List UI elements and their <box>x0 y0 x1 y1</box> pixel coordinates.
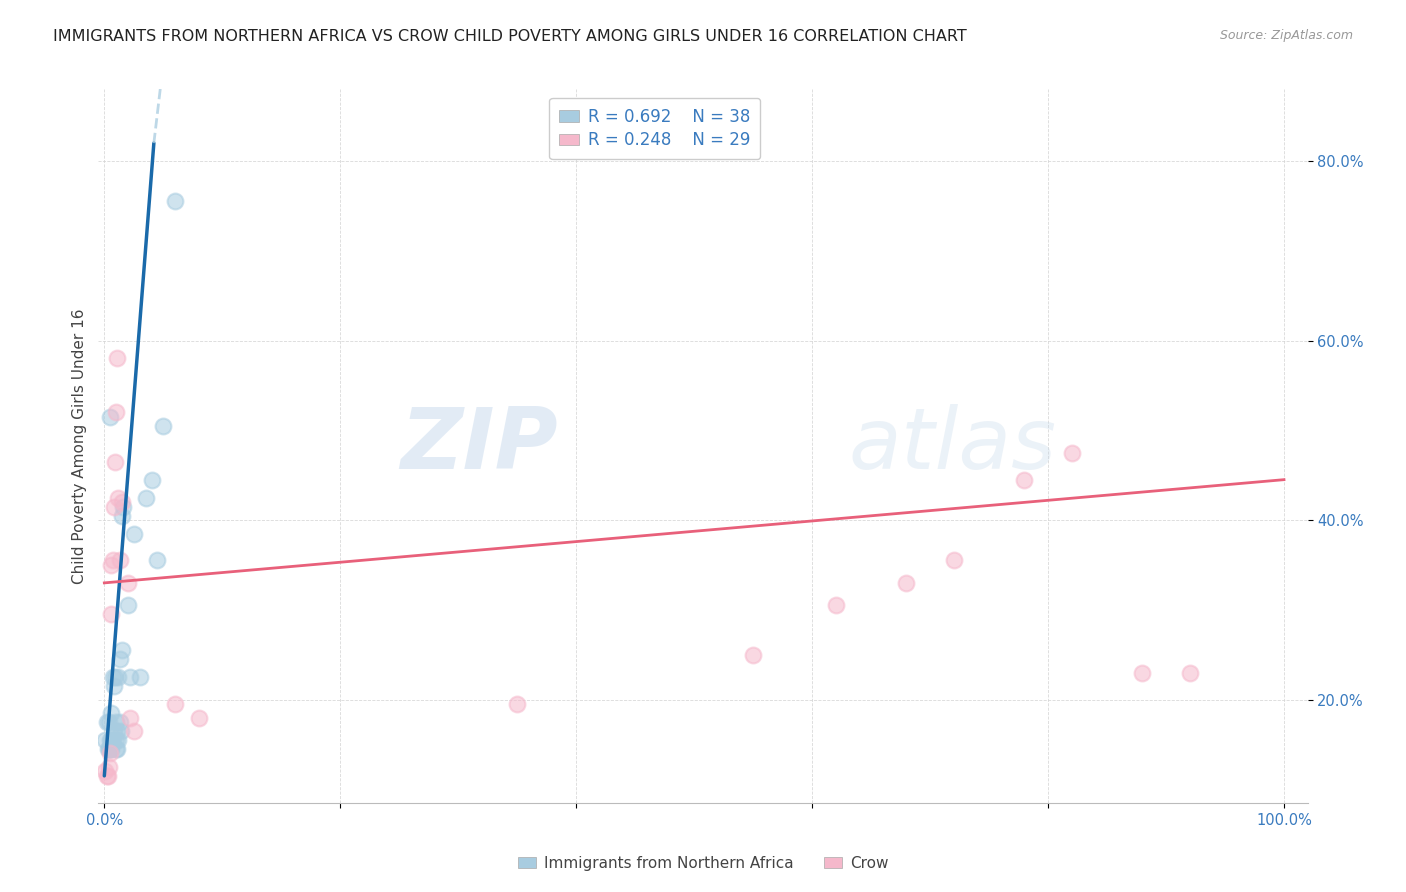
Point <box>105 351 128 366</box>
Point <box>97 769 120 783</box>
Point <box>942 553 965 567</box>
Point <box>1060 446 1083 460</box>
Point <box>94 764 117 779</box>
Point <box>107 491 129 505</box>
Point <box>104 455 127 469</box>
Point <box>111 508 134 523</box>
Point <box>97 742 120 756</box>
Text: ZIP: ZIP <box>401 404 558 488</box>
Point <box>896 575 918 590</box>
Point <box>100 742 122 756</box>
Point <box>146 553 169 567</box>
Point <box>105 714 128 729</box>
Point <box>105 723 128 738</box>
Point <box>96 769 118 783</box>
Point <box>187 710 209 724</box>
Point <box>107 733 129 747</box>
Point <box>100 706 122 720</box>
Point <box>98 714 121 729</box>
Point <box>101 733 124 747</box>
Point <box>105 405 128 419</box>
Legend: R = 0.692    N = 38, R = 0.248    N = 29: R = 0.692 N = 38, R = 0.248 N = 29 <box>550 97 761 160</box>
Point <box>117 575 139 590</box>
Point <box>98 742 121 756</box>
Point <box>98 409 121 424</box>
Point <box>824 599 846 613</box>
Point <box>94 733 117 747</box>
Point <box>108 553 131 567</box>
Point <box>111 495 134 509</box>
Point <box>100 733 122 747</box>
Text: IMMIGRANTS FROM NORTHERN AFRICA VS CROW CHILD POVERTY AMONG GIRLS UNDER 16 CORRE: IMMIGRANTS FROM NORTHERN AFRICA VS CROW … <box>53 29 967 45</box>
Point <box>98 742 121 756</box>
Text: Source: ZipAtlas.com: Source: ZipAtlas.com <box>1219 29 1353 43</box>
Point <box>165 697 187 711</box>
Point <box>104 670 127 684</box>
Point <box>103 500 125 514</box>
Point <box>152 418 174 433</box>
Point <box>1178 665 1201 680</box>
Point <box>112 500 135 514</box>
Point <box>101 553 124 567</box>
Point <box>120 710 142 724</box>
Point <box>103 723 125 738</box>
Point <box>742 648 765 662</box>
Point <box>135 491 157 505</box>
Point <box>506 697 529 711</box>
Point <box>122 526 145 541</box>
Point <box>103 679 125 693</box>
Point <box>105 742 128 756</box>
Point <box>105 733 128 747</box>
Point <box>122 723 145 738</box>
Point <box>108 652 131 666</box>
Point <box>105 742 128 756</box>
Y-axis label: Child Poverty Among Girls Under 16: Child Poverty Among Girls Under 16 <box>72 309 87 583</box>
Point <box>98 733 121 747</box>
Point <box>117 599 139 613</box>
Point <box>110 723 132 738</box>
Point <box>141 473 163 487</box>
Legend: Immigrants from Northern Africa, Crow: Immigrants from Northern Africa, Crow <box>512 850 894 877</box>
Point <box>120 670 142 684</box>
Point <box>108 714 131 729</box>
Point <box>98 747 121 761</box>
Point <box>1014 473 1036 487</box>
Point <box>98 760 121 774</box>
Point <box>128 670 150 684</box>
Text: atlas: atlas <box>848 404 1056 488</box>
Point <box>107 670 129 684</box>
Point <box>101 670 124 684</box>
Point <box>100 607 122 622</box>
Point <box>1132 665 1154 680</box>
Point <box>111 643 134 657</box>
Point <box>100 558 122 572</box>
Point <box>96 714 118 729</box>
Point <box>165 194 187 209</box>
